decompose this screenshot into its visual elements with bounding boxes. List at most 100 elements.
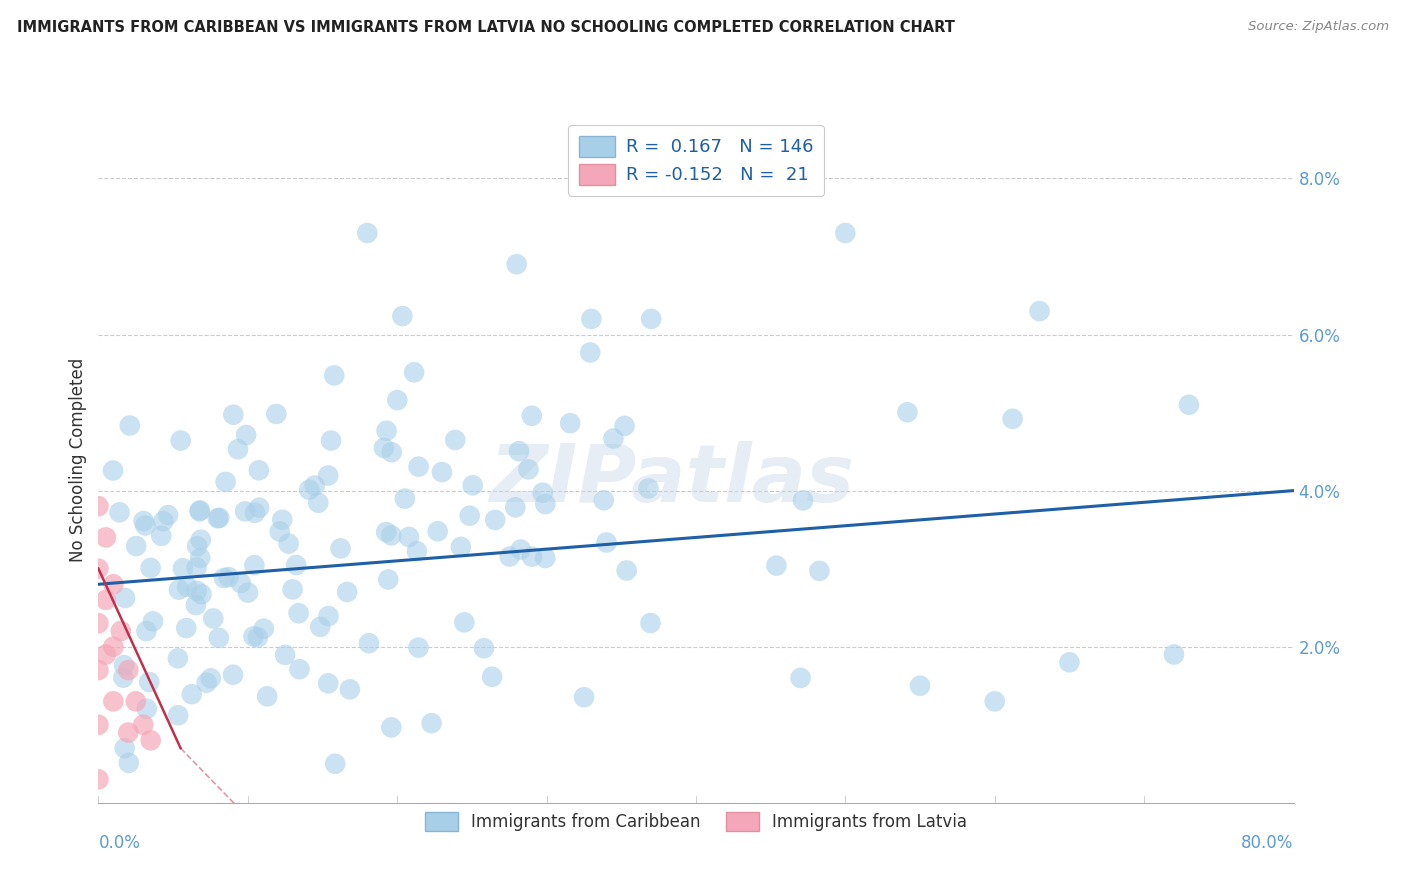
- Point: [110, 624, 132, 639]
- Point: [406, 544, 429, 558]
- Point: [87, 819, 110, 833]
- Point: [94, 530, 117, 544]
- Point: [380, 528, 402, 542]
- Point: [247, 463, 270, 477]
- Point: [229, 576, 252, 591]
- Point: [167, 651, 190, 665]
- Point: [132, 717, 155, 731]
- Point: [139, 561, 162, 575]
- Point: [188, 503, 211, 517]
- Point: [125, 694, 148, 708]
- Point: [256, 690, 278, 704]
- Point: [200, 671, 222, 685]
- Point: [506, 257, 529, 271]
- Point: [316, 676, 339, 690]
- Point: [114, 591, 136, 605]
- Point: [157, 508, 180, 522]
- Point: [896, 405, 918, 419]
- Point: [152, 514, 174, 528]
- Point: [602, 432, 624, 446]
- Point: [484, 513, 506, 527]
- Point: [430, 465, 453, 479]
- Point: [592, 493, 614, 508]
- Point: [1001, 412, 1024, 426]
- Point: [87, 663, 110, 677]
- Point: [509, 542, 531, 557]
- Point: [243, 558, 266, 573]
- Point: [253, 622, 276, 636]
- Point: [375, 424, 398, 438]
- Point: [202, 611, 225, 625]
- Point: [103, 640, 125, 654]
- Point: [184, 598, 207, 612]
- Point: [243, 506, 266, 520]
- Point: [117, 663, 139, 677]
- Point: [640, 615, 662, 630]
- Point: [381, 445, 404, 459]
- Point: [453, 615, 475, 630]
- Point: [560, 416, 582, 430]
- Point: [319, 434, 342, 448]
- Point: [87, 772, 110, 787]
- Point: [112, 671, 135, 685]
- Point: [572, 690, 595, 705]
- Point: [222, 408, 245, 422]
- Point: [304, 478, 326, 492]
- Point: [808, 564, 831, 578]
- Point: [174, 621, 197, 635]
- Point: [103, 577, 125, 591]
- Point: [520, 409, 543, 423]
- Point: [269, 524, 291, 539]
- Point: [520, 549, 543, 564]
- Point: [426, 524, 449, 539]
- Point: [222, 667, 245, 681]
- Point: [461, 478, 484, 492]
- Point: [336, 585, 359, 599]
- Point: [450, 540, 472, 554]
- Point: [167, 582, 190, 597]
- Point: [274, 648, 297, 662]
- Point: [531, 485, 554, 500]
- Point: [375, 525, 398, 540]
- Point: [316, 468, 339, 483]
- Point: [150, 529, 173, 543]
- Text: Source: ZipAtlas.com: Source: ZipAtlas.com: [1249, 20, 1389, 33]
- Point: [420, 716, 443, 731]
- Point: [235, 428, 257, 442]
- Point: [581, 312, 603, 326]
- Point: [792, 493, 814, 508]
- Point: [309, 620, 332, 634]
- Point: [789, 671, 811, 685]
- Point: [214, 475, 236, 489]
- Point: [637, 482, 659, 496]
- Point: [207, 511, 229, 525]
- Point: [377, 573, 399, 587]
- Point: [307, 496, 329, 510]
- Point: [190, 587, 212, 601]
- Point: [408, 640, 430, 655]
- Point: [984, 694, 1007, 708]
- Point: [373, 441, 395, 455]
- Point: [242, 629, 264, 643]
- Point: [613, 418, 636, 433]
- Point: [218, 570, 240, 584]
- Point: [101, 463, 124, 477]
- Point: [208, 511, 231, 525]
- Point: [394, 491, 416, 506]
- Point: [186, 560, 208, 574]
- Point: [277, 536, 299, 550]
- Point: [236, 585, 259, 599]
- Point: [247, 500, 270, 515]
- Point: [1059, 655, 1081, 669]
- Point: [195, 675, 218, 690]
- Point: [271, 513, 294, 527]
- Point: [266, 407, 288, 421]
- Point: [94, 648, 117, 662]
- Point: [595, 535, 617, 549]
- Point: [167, 708, 190, 723]
- Point: [908, 679, 931, 693]
- Point: [188, 504, 211, 518]
- Point: [323, 368, 346, 383]
- Point: [103, 694, 125, 708]
- Point: [387, 393, 409, 408]
